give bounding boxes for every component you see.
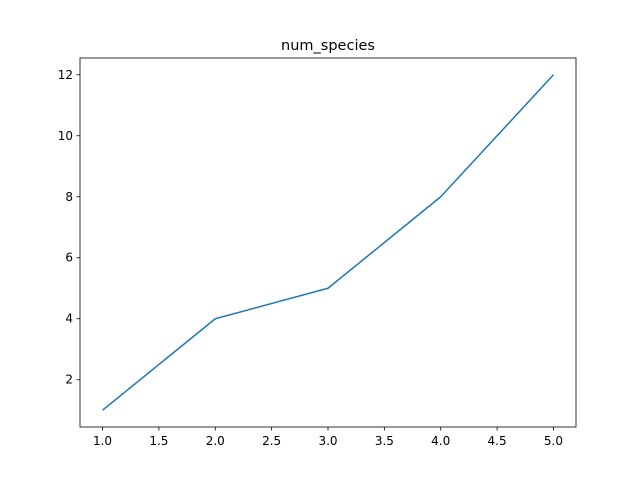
y-tick-label: 12 [58, 68, 73, 82]
x-axis: 1.0 1.5 2.0 2.5 3.0 3.5 4.0 4.5 5.0 [93, 427, 563, 448]
y-tick-label: 10 [58, 129, 73, 143]
series-line-0 [102, 74, 555, 411]
y-tick-label: 6 [65, 251, 73, 265]
plot-series [102, 74, 555, 411]
chart-title: num_species [281, 38, 375, 54]
x-tick-label: 4.0 [431, 434, 450, 448]
x-tick-label: 2.5 [262, 434, 281, 448]
x-tick-label: 4.5 [488, 434, 507, 448]
x-tick-label: 1.5 [149, 434, 168, 448]
x-tick-label: 5.0 [544, 434, 563, 448]
x-tick-label: 1.0 [93, 434, 112, 448]
plot-frame [79, 57, 577, 428]
y-axis: 2 4 6 8 10 12 [58, 68, 80, 387]
y-tick-label: 8 [65, 190, 73, 204]
y-tick-label: 4 [65, 312, 73, 326]
x-tick-label: 3.0 [318, 434, 337, 448]
x-tick-label: 3.5 [375, 434, 394, 448]
x-tick-label: 2.0 [206, 434, 225, 448]
y-tick-label: 2 [65, 373, 73, 387]
